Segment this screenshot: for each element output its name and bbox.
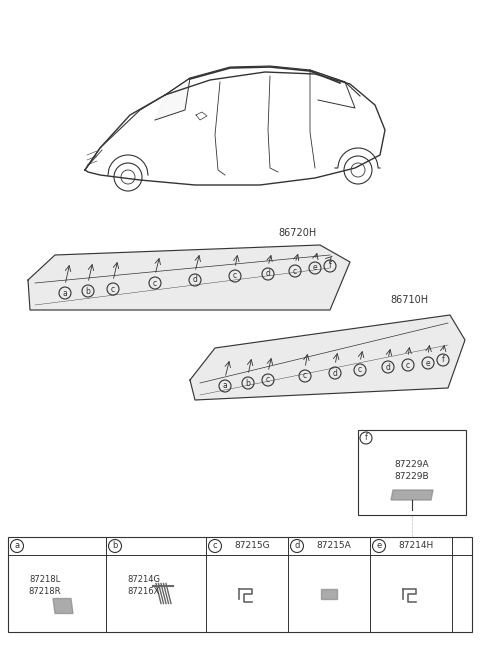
Text: d: d: [294, 541, 300, 550]
Text: d: d: [333, 369, 337, 377]
Text: 86710H: 86710H: [390, 295, 428, 305]
Polygon shape: [155, 78, 190, 120]
Text: b: b: [85, 287, 90, 295]
Text: c: c: [358, 365, 362, 375]
Text: c: c: [233, 272, 237, 281]
Polygon shape: [321, 588, 337, 598]
Text: 86720H: 86720H: [278, 228, 316, 238]
Polygon shape: [53, 598, 73, 613]
Text: a: a: [62, 289, 67, 298]
Text: e: e: [426, 358, 430, 367]
Text: a: a: [223, 382, 228, 390]
Text: d: d: [265, 270, 270, 279]
Text: e: e: [312, 264, 317, 272]
Polygon shape: [28, 245, 350, 310]
Bar: [8, 537, 472, 632]
Polygon shape: [391, 490, 433, 500]
Text: 87229A
87229B: 87229A 87229B: [395, 460, 429, 481]
Text: c: c: [213, 541, 217, 550]
Text: c: c: [153, 279, 157, 287]
Polygon shape: [190, 315, 465, 400]
Text: 87215G: 87215G: [234, 541, 270, 550]
Text: e: e: [376, 541, 382, 550]
Text: d: d: [192, 276, 197, 285]
Text: b: b: [112, 541, 118, 550]
Text: f: f: [365, 434, 367, 443]
Text: 87214H: 87214H: [398, 541, 433, 550]
Text: d: d: [385, 363, 390, 371]
Text: c: c: [111, 285, 115, 293]
Text: f: f: [329, 262, 331, 270]
Text: b: b: [246, 379, 251, 388]
Text: 87218L
87218R: 87218L 87218R: [29, 575, 61, 596]
Bar: [358, 430, 466, 515]
Text: c: c: [293, 266, 297, 276]
Text: c: c: [406, 361, 410, 369]
Text: 87215A: 87215A: [317, 541, 351, 550]
Text: a: a: [14, 541, 20, 550]
Text: 87214G
87216X: 87214G 87216X: [128, 575, 160, 596]
Text: c: c: [266, 375, 270, 384]
Text: c: c: [303, 371, 307, 380]
Text: f: f: [442, 356, 444, 365]
